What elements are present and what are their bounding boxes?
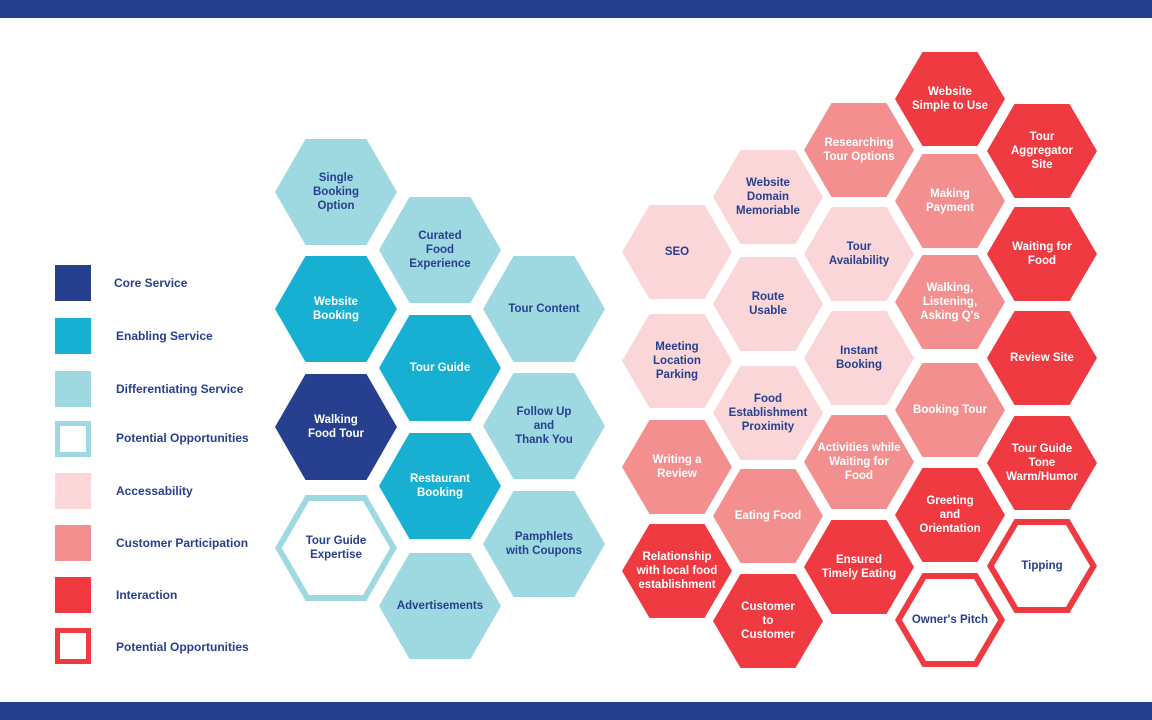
hexagon-accessibility (713, 150, 823, 244)
legend-label: Customer Participation (116, 536, 249, 550)
hexagon-interaction (895, 468, 1005, 562)
hexagon-enabling (379, 315, 501, 421)
hexagon-differentiating (379, 197, 501, 303)
hexagon-participation (804, 103, 914, 197)
hexagon-differentiating (483, 373, 605, 479)
legend-swatch (55, 525, 91, 561)
legend-swatch (55, 265, 91, 301)
hexagon-accessibility (622, 205, 732, 299)
legend-label: Enabling Service (116, 329, 213, 343)
hexagon-enabling (379, 433, 501, 539)
hexagon-differentiating (483, 491, 605, 597)
hexagon-interaction (804, 520, 914, 614)
hexagon-interaction (987, 416, 1097, 510)
hexagon-interaction-opportunity (894, 573, 1006, 667)
hexagon-differentiating (275, 139, 397, 245)
hexagon-interaction (622, 524, 732, 618)
legend-swatch (55, 577, 91, 613)
hexagon-participation (895, 154, 1005, 248)
hexagon-enabling (275, 256, 397, 362)
hexagon-accessibility (804, 207, 914, 301)
hexagon-differentiating-opportunity (274, 495, 398, 601)
legend-swatch (55, 318, 91, 354)
hexagon-accessibility (804, 311, 914, 405)
hexagon-differentiating (379, 553, 501, 659)
legend-label: Interaction (116, 588, 178, 602)
hexagon-interaction (713, 574, 823, 668)
legend-swatch (55, 473, 91, 509)
hexagon-participation (895, 255, 1005, 349)
hexagon-participation (895, 363, 1005, 457)
hexagon-interaction-opportunity (986, 519, 1098, 613)
legend-label: Core Service (114, 276, 188, 290)
legend-swatch (55, 371, 91, 407)
hexagon-accessibility (713, 366, 823, 460)
hexagon-accessibility (622, 314, 732, 408)
top-banner-bar (0, 0, 1152, 18)
hexagon-accessibility (713, 257, 823, 351)
hexagon-participation (622, 420, 732, 514)
hexagon-interaction (895, 52, 1005, 146)
hexagon-interaction (987, 311, 1097, 405)
hexagon-participation (713, 469, 823, 563)
hexagon-interaction (987, 104, 1097, 198)
legend-swatch (55, 421, 91, 457)
hexagon-core (275, 374, 397, 480)
hexagon-differentiating (483, 256, 605, 362)
legend-label: Potential Opportunities (116, 640, 249, 654)
bottom-banner-bar (0, 702, 1152, 720)
hexagon-participation (804, 415, 914, 509)
legend-label: Potential Opportunities (116, 431, 249, 445)
legend-swatch (55, 628, 91, 664)
hexagon-interaction (987, 207, 1097, 301)
legend-label: Differentiating Service (116, 382, 244, 396)
legend-label: Accessability (116, 484, 193, 498)
